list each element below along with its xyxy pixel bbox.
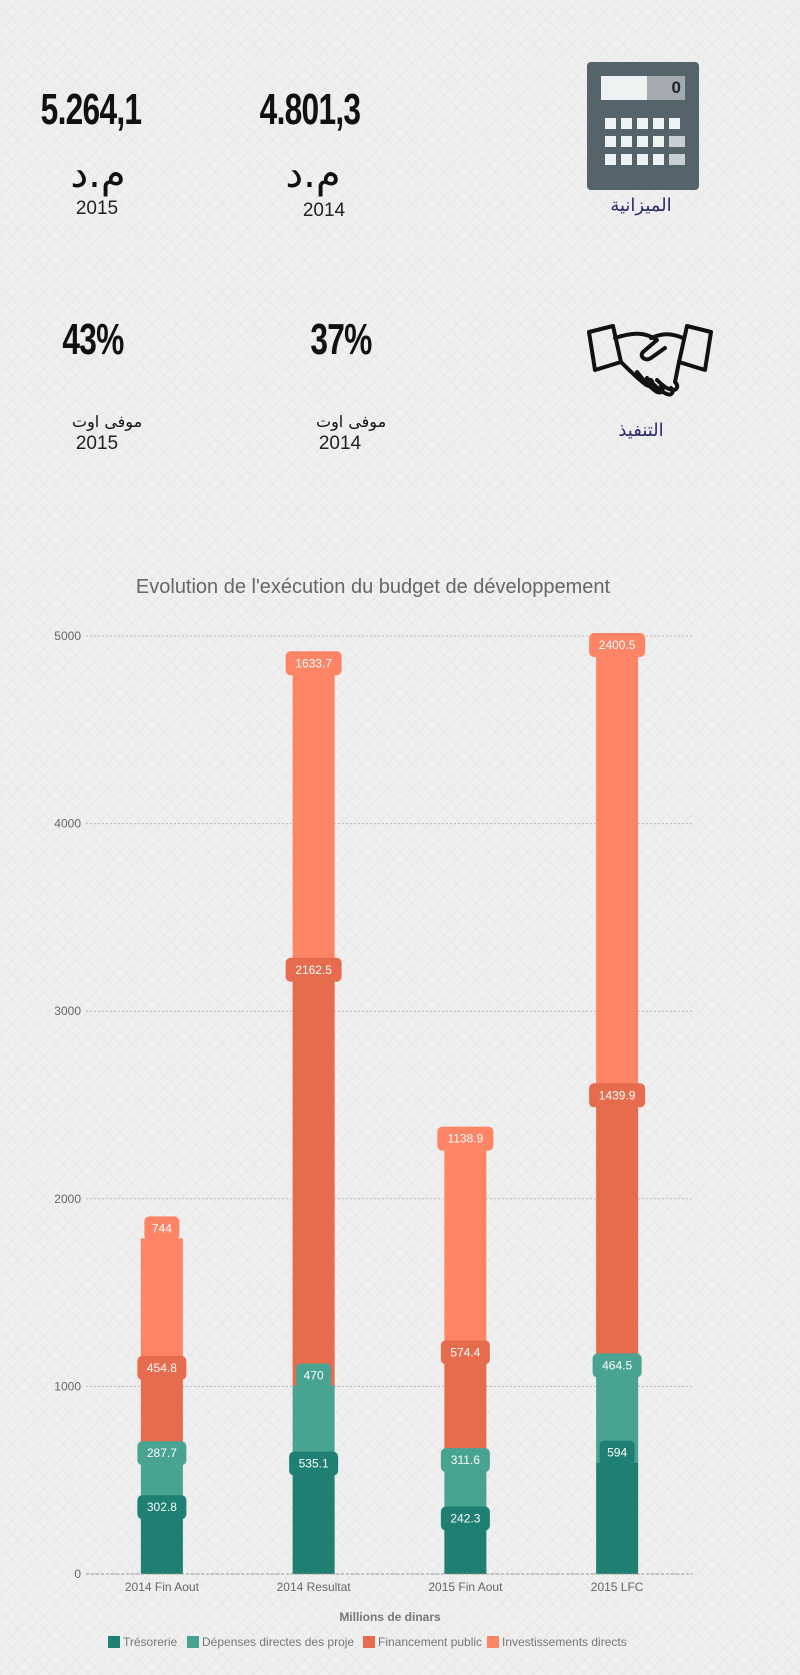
svg-text:535.1: 535.1 (299, 1457, 329, 1471)
calculator-display-value: 0 (671, 78, 681, 97)
execution-2015-value: 43% (62, 315, 124, 364)
x-tick-label: 2014 Fin Aout (125, 1580, 200, 1594)
budget-label: الميزانية (610, 195, 672, 216)
svg-text:1439.9: 1439.9 (599, 1088, 636, 1102)
data-label: 574.4 (440, 1340, 490, 1372)
budget-2015-unit: م.د (70, 151, 126, 197)
calculator-keys (605, 118, 685, 165)
bar-segment[interactable] (596, 1462, 639, 1574)
svg-text:302.8: 302.8 (147, 1500, 177, 1514)
x-tick-label: 2015 Fin Aout (428, 1580, 503, 1594)
bar-segment[interactable] (596, 1105, 639, 1376)
y-tick-label: 0 (74, 1567, 81, 1581)
svg-text:470: 470 (304, 1368, 324, 1382)
data-label: 594 (599, 1440, 635, 1472)
svg-text:454.8: 454.8 (147, 1361, 177, 1375)
x-tick-label: 2014 Resultat (277, 1580, 352, 1594)
bar-segment[interactable] (292, 979, 335, 1386)
bar-segment[interactable] (444, 1148, 487, 1363)
svg-text:594: 594 (607, 1446, 627, 1460)
execution-2015-year: 2015 (75, 433, 119, 454)
legend-item[interactable]: Investissements directs (487, 1635, 627, 1649)
execution-2015-sub: موفى اوت (72, 412, 143, 431)
execution-2014-value: 37% (310, 315, 372, 364)
execution-2014-year: 2014 (318, 433, 362, 454)
data-label: 1439.9 (589, 1083, 646, 1115)
svg-text:287.7: 287.7 (147, 1446, 177, 1460)
svg-text:Dépenses directes des proje: Dépenses directes des proje (202, 1635, 354, 1649)
data-label: 302.8 (137, 1495, 187, 1527)
calculator-display: 0 (601, 76, 685, 100)
svg-text:Trésorerie: Trésorerie (123, 1635, 178, 1649)
svg-text:2162.5: 2162.5 (295, 963, 332, 977)
data-label: 1633.7 (285, 651, 342, 683)
svg-text:464.5: 464.5 (602, 1358, 632, 1372)
execution-label: التنفيذ (618, 420, 664, 441)
data-label: 2162.5 (285, 957, 342, 989)
x-axis-title: Millions de dinars (339, 1610, 441, 1624)
data-label: 464.5 (592, 1353, 642, 1385)
budget-2014-value: 4.801,3 (259, 85, 361, 134)
y-tick-label: 1000 (54, 1379, 81, 1393)
execution-2014-sub: موفى اوت (316, 412, 387, 431)
y-tick-label: 3000 (54, 1004, 81, 1018)
data-label: 242.3 (440, 1506, 490, 1538)
y-tick-label: 4000 (54, 817, 81, 831)
svg-text:311.6: 311.6 (451, 1453, 480, 1467)
bar-segment[interactable] (292, 673, 335, 980)
calculator-icon: 0 (587, 62, 699, 190)
bar-segment[interactable] (140, 1517, 183, 1574)
data-label: 311.6 (440, 1448, 490, 1480)
budget-2015-year: 2015 (75, 198, 119, 219)
chart-title: Evolution de l'exécution du budget de dé… (136, 576, 611, 598)
legend-item[interactable]: Financement public (363, 1635, 482, 1649)
svg-text:Investissements directs: Investissements directs (502, 1635, 627, 1649)
data-label: 454.8 (137, 1355, 187, 1387)
budget-2014-unit: م.د (285, 151, 341, 197)
budget-2014-year: 2014 (302, 200, 346, 221)
svg-text:242.3: 242.3 (450, 1512, 480, 1526)
svg-text:Financement public: Financement public (378, 1635, 482, 1649)
data-label: 470 (296, 1363, 332, 1395)
svg-text:1633.7: 1633.7 (295, 656, 332, 670)
stacked-bar-chart: Evolution de l'exécution du budget de dé… (54, 576, 693, 1649)
legend-item[interactable]: Trésorerie (108, 1635, 178, 1649)
data-label: 2400.5 (589, 632, 646, 664)
legend-item[interactable]: Dépenses directes des proje (187, 1635, 354, 1649)
svg-text:1138.9: 1138.9 (447, 1132, 483, 1146)
data-label: 287.7 (137, 1441, 187, 1473)
budget-2015-value: 5.264,1 (40, 85, 142, 134)
bar-segment[interactable] (140, 1238, 183, 1378)
svg-text:574.4: 574.4 (450, 1345, 480, 1359)
bar-segment[interactable] (292, 1473, 335, 1574)
svg-text:2400.5: 2400.5 (599, 638, 636, 652)
data-label: 1138.9 (437, 1126, 494, 1158)
svg-text:744: 744 (152, 1221, 172, 1235)
x-tick-label: 2015 LFC (591, 1580, 644, 1594)
data-label: 744 (144, 1216, 180, 1248)
y-tick-label: 2000 (54, 1192, 81, 1206)
data-label: 535.1 (289, 1451, 339, 1483)
bar-segment[interactable] (596, 654, 639, 1106)
handshake-icon (587, 324, 713, 397)
y-tick-label: 5000 (54, 629, 81, 643)
